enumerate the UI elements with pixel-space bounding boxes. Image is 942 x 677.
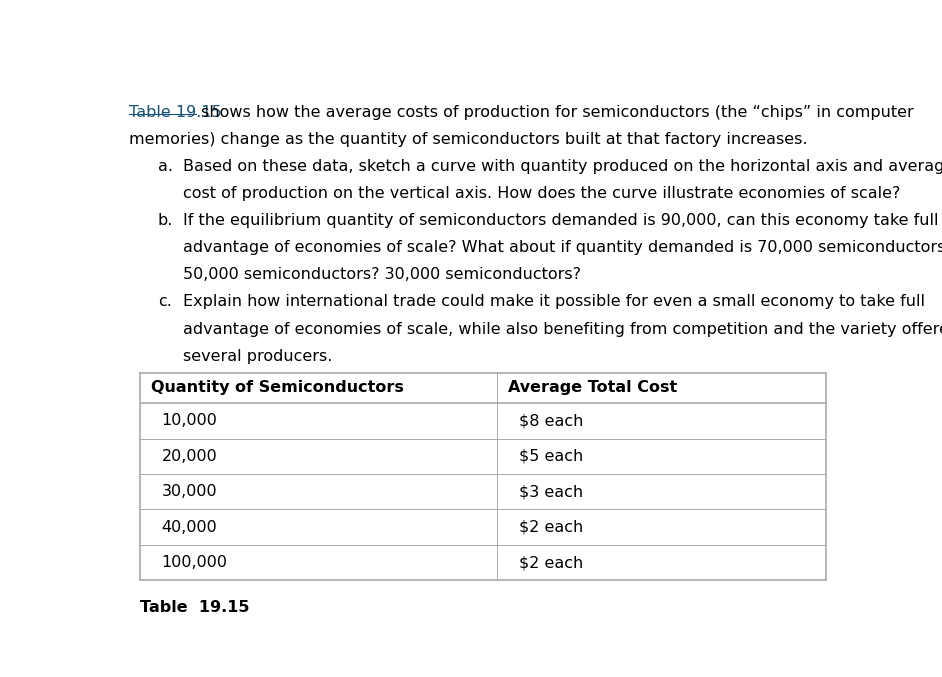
- Text: advantage of economies of scale, while also benefiting from competition and the : advantage of economies of scale, while a…: [184, 322, 942, 336]
- Text: b.: b.: [158, 213, 173, 228]
- Text: Table 19.15: Table 19.15: [129, 105, 221, 120]
- Text: $8 each: $8 each: [519, 413, 584, 429]
- Text: Table  19.15: Table 19.15: [139, 600, 249, 615]
- Text: If the equilibrium quantity of semiconductors demanded is 90,000, can this econo: If the equilibrium quantity of semicondu…: [184, 213, 939, 228]
- Text: c.: c.: [158, 294, 171, 309]
- Text: 30,000: 30,000: [162, 484, 218, 499]
- Text: $3 each: $3 each: [519, 484, 583, 499]
- Text: 20,000: 20,000: [162, 449, 218, 464]
- Text: cost of production on the vertical axis. How does the curve illustrate economies: cost of production on the vertical axis.…: [184, 186, 901, 201]
- Text: Explain how international trade could make it possible for even a small economy : Explain how international trade could ma…: [184, 294, 925, 309]
- Text: $5 each: $5 each: [519, 449, 583, 464]
- Text: several producers.: several producers.: [184, 349, 333, 364]
- Text: 100,000: 100,000: [162, 555, 228, 570]
- Text: $2 each: $2 each: [519, 520, 583, 535]
- Text: a.: a.: [158, 159, 173, 174]
- Text: 10,000: 10,000: [162, 413, 218, 429]
- Text: 50,000 semiconductors? 30,000 semiconductors?: 50,000 semiconductors? 30,000 semiconduc…: [184, 267, 581, 282]
- Text: shows how the average costs of production for semiconductors (the “chips” in com: shows how the average costs of productio…: [196, 105, 914, 120]
- Text: Based on these data, sketch a curve with quantity produced on the horizontal axi: Based on these data, sketch a curve with…: [184, 159, 942, 174]
- Text: $2 each: $2 each: [519, 555, 583, 570]
- Text: memories) change as the quantity of semiconductors built at that factory increas: memories) change as the quantity of semi…: [129, 132, 807, 147]
- Text: 40,000: 40,000: [162, 520, 218, 535]
- Text: Average Total Cost: Average Total Cost: [509, 380, 677, 395]
- Text: advantage of economies of scale? What about if quantity demanded is 70,000 semic: advantage of economies of scale? What ab…: [184, 240, 942, 255]
- Text: Quantity of Semiconductors: Quantity of Semiconductors: [151, 380, 403, 395]
